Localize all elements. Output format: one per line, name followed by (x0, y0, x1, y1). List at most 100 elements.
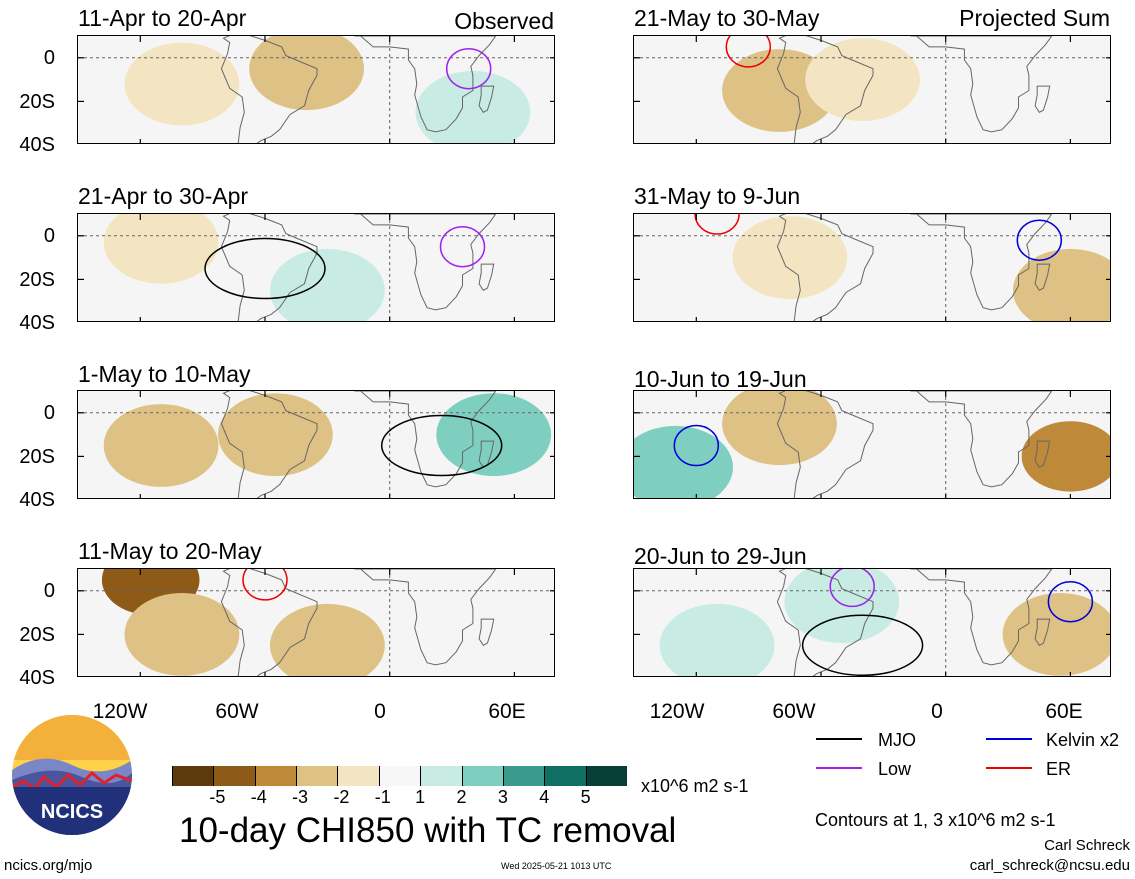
ncics-logo: NCICS (12, 715, 132, 835)
y-tick-label: 20S (19, 91, 55, 113)
legend-line-low (816, 767, 862, 769)
coastline (1034, 440, 1051, 468)
colorbar-swatch (378, 766, 421, 786)
coastline (354, 36, 497, 133)
contour-mjo (380, 414, 503, 477)
anomaly-region (1013, 248, 1110, 321)
colorbar-units: x10^6 m2 s-1 (641, 776, 749, 796)
colorbar-tick-label: -2 (333, 787, 350, 807)
colorbar-swatch (461, 766, 503, 786)
coastline (354, 391, 497, 488)
x-tick-label: 120W (92, 700, 148, 723)
contour-kelvin-x2 (1016, 219, 1063, 261)
colorbar-swatch (296, 766, 338, 786)
coastline (1034, 85, 1051, 113)
contour-mjo (801, 614, 924, 676)
contour-er (725, 36, 772, 68)
colorbar-tick-label: -1 (374, 787, 391, 807)
coastline (478, 618, 495, 646)
anomaly-region (732, 216, 848, 299)
anomaly-region (103, 214, 219, 284)
coastline (910, 36, 1053, 133)
colorbar-tick-label: 1 (415, 787, 426, 807)
observed-label: Observed (454, 8, 554, 34)
map-panel-1 (77, 35, 555, 144)
x-tick-label: 60E (488, 700, 526, 723)
x-tick-label: 60E (1045, 700, 1083, 723)
colorbar-swatch (172, 766, 214, 786)
panel-title-2: 21-Apr to 30-Apr (78, 183, 249, 209)
coastline (910, 569, 1053, 666)
colorbar-swatch (213, 766, 255, 786)
x-tick-label: 0 (374, 700, 386, 723)
legend-line-mjo (816, 738, 862, 740)
colorbar-swatch (502, 766, 545, 786)
colorbar-swatch (585, 766, 627, 786)
panel-title-3: 1-May to 10-May (78, 361, 251, 387)
colorbar-tick-label: -3 (292, 787, 309, 807)
anomaly-region (1021, 421, 1110, 492)
anomaly-region (415, 70, 531, 143)
coastline (910, 214, 1053, 311)
contour-kelvin-x2 (1047, 580, 1094, 623)
legend-label-er: ER (1046, 759, 1072, 779)
legend-label-mjo: MJO (878, 730, 916, 750)
x-tick-label: 60W (215, 700, 259, 723)
colorbar-swatch (544, 766, 586, 786)
coastline (220, 36, 318, 143)
coastline (354, 569, 497, 666)
legend-label-kelvin: Kelvin x2 (1046, 730, 1120, 750)
colorbar-swatch (337, 766, 379, 786)
y-tick-label: 20S (19, 269, 55, 291)
map-panel-6 (633, 213, 1111, 322)
contour-er (242, 569, 288, 601)
coastline (220, 391, 318, 498)
colorbar-tick-label: -5 (209, 787, 226, 807)
panel-title-6: 31-May to 9-Jun (634, 183, 801, 209)
colorbar-swatch (254, 766, 297, 786)
panel-title-4: 11-May to 20-May (78, 538, 262, 564)
panel-title-7: 10-Jun to 19-Jun (634, 366, 807, 392)
map-panel-2 (77, 213, 555, 322)
anomaly-region (103, 404, 219, 487)
y-tick-label: 40S (19, 489, 55, 511)
coastline (910, 391, 1053, 488)
anomaly-region (659, 603, 775, 676)
coastline (1034, 263, 1051, 291)
colorbar-swatch (420, 766, 462, 786)
map-panel-5 (633, 35, 1111, 144)
contour-er (694, 214, 740, 235)
footer-timestamp: Wed 2025-05-21 1013 UTC (501, 861, 612, 871)
anomaly-region (124, 42, 240, 126)
footer-author: Carl Schreck (1044, 837, 1130, 854)
coastline (478, 85, 495, 113)
y-tick-label: 0 (43, 225, 55, 247)
y-tick-label: 40S (19, 312, 55, 334)
panel-title-1: 11-Apr to 20-Apr (78, 5, 247, 31)
map-panel-4 (77, 568, 555, 677)
y-tick-label: 0 (43, 580, 55, 602)
footer-email: carl_schreck@ncsu.edu (969, 857, 1130, 874)
colorbar-tick-label: 3 (497, 787, 508, 807)
coastline (354, 214, 497, 311)
main-title: 10-day CHI850 with TC removal (179, 811, 677, 850)
colorbar-tick-label: 2 (456, 787, 467, 807)
x-tick-label: 120W (649, 700, 705, 723)
colorbar-tick-label: 4 (539, 787, 550, 807)
anomaly-region (805, 38, 920, 121)
anomaly-region (124, 593, 240, 676)
y-tick-label: 40S (19, 134, 55, 156)
coastline (776, 214, 874, 321)
anomaly-region (249, 36, 364, 111)
panel-title-5: 21-May to 30-May (634, 5, 820, 31)
coastline (776, 569, 874, 676)
colorbar-tick-label: 5 (580, 787, 591, 807)
legend-label-low: Low (878, 759, 912, 779)
legend-line-er (986, 767, 1032, 769)
contour-low (445, 47, 492, 90)
map-panel-3 (77, 390, 555, 499)
y-tick-label: 20S (19, 446, 55, 468)
x-tick-label: 0 (931, 700, 943, 723)
y-tick-label: 0 (43, 402, 55, 424)
y-tick-label: 0 (43, 47, 55, 69)
